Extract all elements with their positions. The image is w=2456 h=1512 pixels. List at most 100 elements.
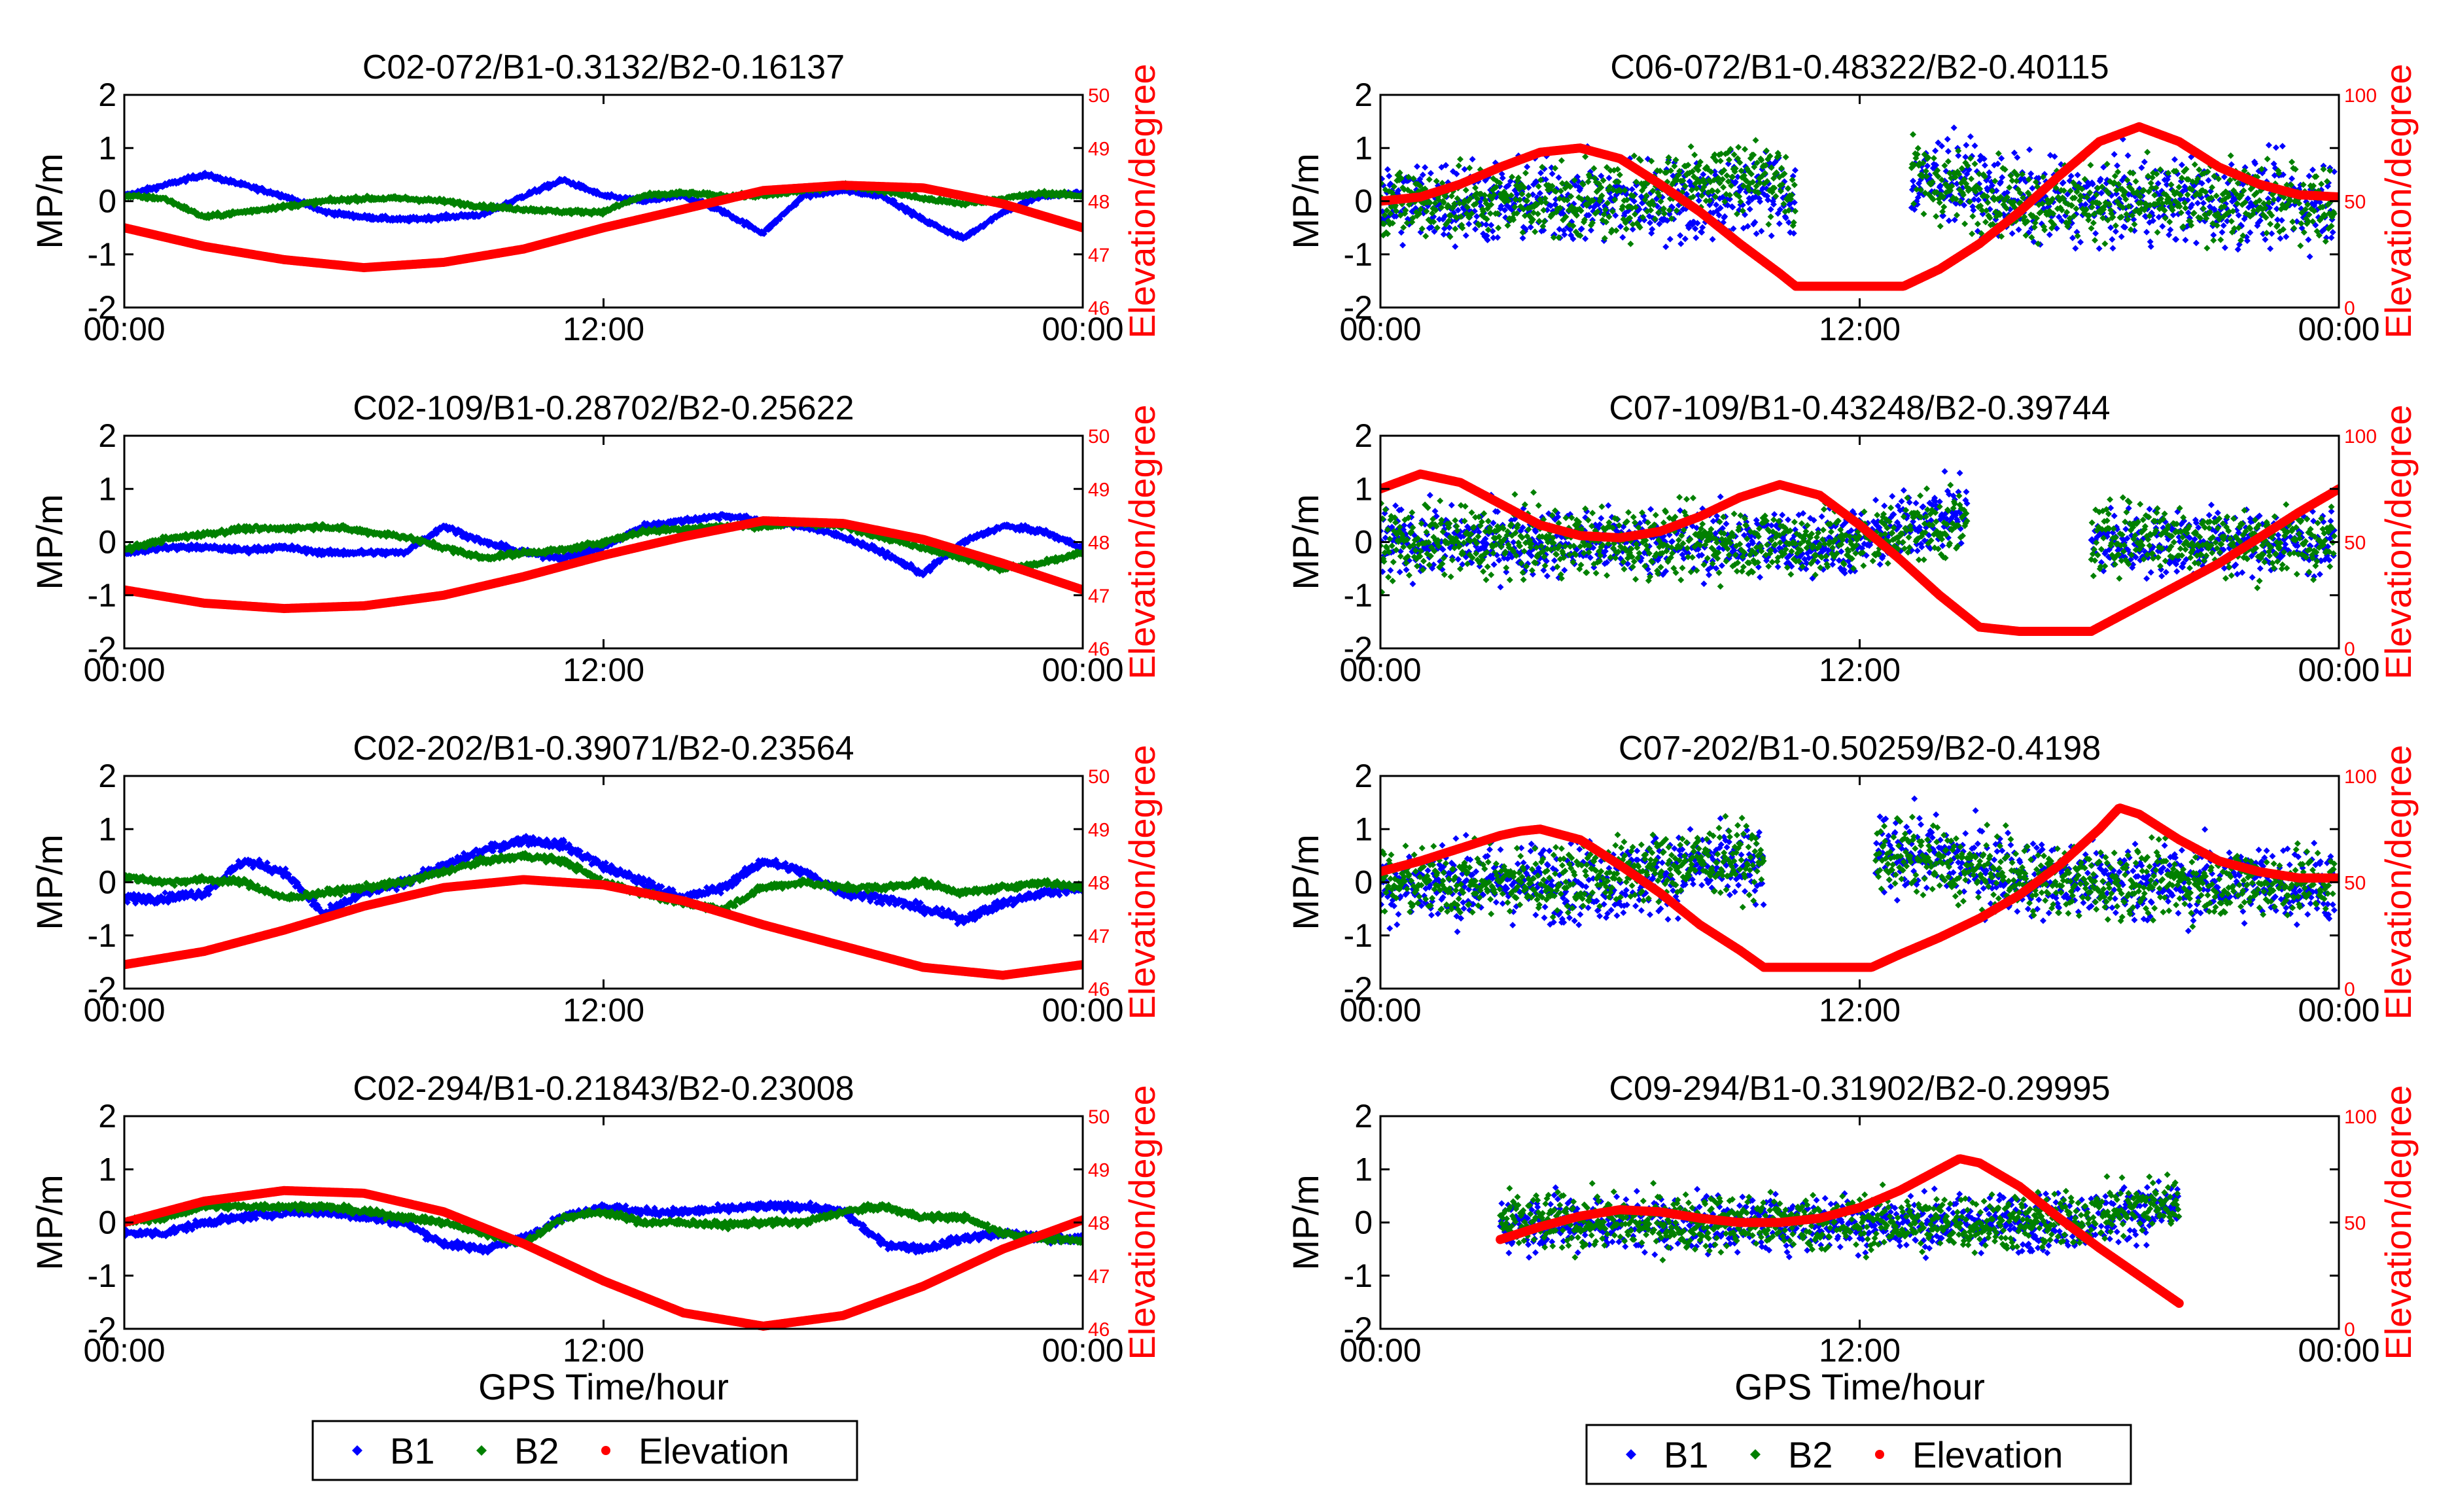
b2-point	[1937, 222, 1944, 230]
b1-point	[1698, 229, 1706, 236]
y2-tick-label: 47	[1088, 245, 1110, 266]
b1-point	[2220, 222, 2227, 229]
b2-point	[1616, 171, 1623, 179]
b2-point	[1723, 172, 1730, 179]
plot-area	[1380, 122, 2339, 291]
b1-point	[1767, 205, 1774, 213]
b2-point	[1940, 203, 1948, 211]
b1-point	[1963, 141, 1970, 149]
b1-point	[2027, 170, 2035, 177]
b1-point	[2015, 226, 2022, 233]
chart-panel-2: C06-072/B1-0.48322/B2-0.40115210-1-21005…	[1285, 48, 2419, 347]
b2-point	[1472, 185, 1479, 192]
b2-point	[1974, 220, 1981, 228]
b1-point	[1494, 234, 1501, 241]
y-tick-label: 1	[98, 130, 116, 166]
b1-point	[1578, 225, 1585, 232]
x-tick-label: 00:00	[83, 311, 165, 347]
b1-point	[2141, 158, 2148, 166]
b1-point	[2109, 236, 2116, 243]
b1-point	[1582, 235, 1589, 242]
b1-point	[1469, 156, 1476, 163]
b1-point	[2114, 162, 2121, 169]
b1-point	[2155, 213, 2162, 220]
b1-point	[1709, 236, 1716, 243]
b1-point	[2111, 150, 2118, 158]
b1-point	[2328, 234, 2335, 241]
b2-point	[1714, 188, 1721, 195]
b1-point	[1776, 220, 1783, 227]
b1-point	[1967, 133, 1974, 140]
b1-point	[2278, 217, 2285, 224]
b1-point	[1427, 169, 1434, 177]
b2-point	[1930, 154, 1937, 162]
chart-panel-1: C02-072/B1-0.3132/B2-0.16137210-1-250494…	[29, 48, 1163, 347]
b2-point	[1735, 144, 1742, 151]
b1-point	[2124, 152, 2131, 159]
b2-point	[1422, 232, 1430, 239]
b1-point	[2067, 172, 2075, 179]
y-tick-label: 0	[98, 183, 116, 220]
b1-point	[2272, 144, 2279, 151]
b1-point	[1950, 124, 1957, 132]
b1-point	[1524, 164, 1531, 171]
b1-point	[1666, 236, 1674, 243]
b1-point	[2171, 156, 2178, 163]
b2-point	[1961, 220, 1969, 228]
b1-point	[1945, 217, 1952, 224]
b2-point	[1767, 213, 1774, 220]
b2-point	[1541, 218, 1548, 225]
b1-point	[1628, 186, 1636, 193]
b1-point	[2262, 236, 2269, 243]
b1-point	[2029, 185, 2036, 192]
b1-point	[1962, 153, 1969, 160]
y2-axis-label: Elevation/degree	[1121, 63, 1163, 338]
b1-point	[1944, 135, 1951, 143]
b1-point	[2074, 171, 2081, 179]
b2-point	[1784, 185, 1791, 192]
b1-point	[2306, 253, 2313, 260]
b1-point	[2194, 200, 2202, 207]
b2-point	[1627, 240, 1634, 247]
b1-point	[2247, 229, 2254, 236]
b1-point	[2221, 244, 2228, 251]
plot-area	[124, 169, 1083, 273]
b2-point	[1910, 131, 1917, 138]
b2-point	[1448, 192, 1455, 200]
b2-point	[1782, 154, 1789, 161]
b2-point	[1455, 162, 1462, 169]
b1-point	[2265, 141, 2272, 149]
b2-point	[1752, 137, 1759, 144]
b1-point	[1452, 243, 1459, 250]
b1-point	[2306, 172, 2313, 179]
b1-point	[1981, 162, 1988, 169]
b1-point	[2309, 166, 2316, 173]
b1-point	[1462, 232, 1469, 239]
b1-point	[2109, 245, 2116, 252]
b2-point	[1920, 211, 1927, 218]
b1-point	[2182, 236, 2189, 243]
b1-point	[1617, 223, 1624, 230]
b1-point	[1422, 164, 1429, 171]
b1-point	[1677, 240, 1685, 247]
b1-point	[2267, 245, 2274, 253]
b1-point	[2026, 146, 2033, 153]
b1-point	[2143, 228, 2150, 236]
chart-title: C06-072/B1-0.48322/B2-0.40115	[1610, 48, 2109, 86]
b1-point	[2329, 229, 2336, 236]
b1-point	[2118, 233, 2125, 240]
b2-point	[1633, 179, 1640, 186]
b1-point	[2205, 177, 2212, 184]
b2-point	[1969, 213, 1976, 220]
b1-point	[1461, 166, 1468, 173]
b1-point	[1399, 241, 1407, 249]
b2-point	[1495, 224, 1502, 232]
y-tick-label: 2	[98, 77, 116, 113]
b1-point	[2096, 245, 2103, 252]
b1-point	[2077, 239, 2084, 246]
b1-point	[1681, 236, 1689, 243]
b1-point	[1986, 169, 1993, 176]
b2-point	[1540, 207, 1547, 214]
b2-point	[1717, 157, 1724, 164]
b1-point	[2283, 233, 2290, 240]
